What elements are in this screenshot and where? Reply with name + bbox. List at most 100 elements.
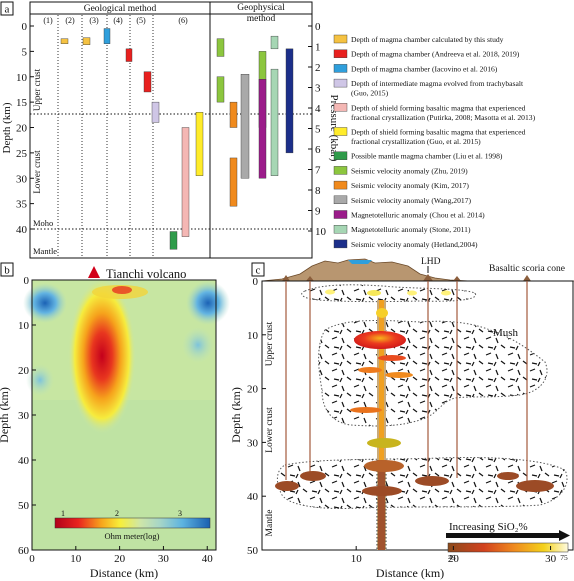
cone-icon-3: [423, 274, 433, 281]
c-xtick-label-30: 30: [545, 553, 557, 565]
panel-a-label-box: [0, 1, 14, 16]
column-label-1: (1): [43, 16, 53, 25]
c-ytick-label-20: 20: [247, 384, 259, 396]
legend-label-12: Magnetotelluric anomaly (Stone, 2011): [351, 225, 471, 234]
b-ytick-label-60: 60: [18, 545, 30, 557]
b-xtick-label-30: 30: [158, 553, 170, 565]
colorbar-tick-3: 3: [178, 509, 182, 518]
panel-c-label: c: [256, 265, 261, 277]
legend-swatch-10: [333, 195, 348, 205]
legend-label-13: Seismic velocity anomaly (Hetland,2004): [351, 240, 478, 249]
pressure-tick-label-2: 2: [315, 62, 321, 74]
legend-swatch-6: [333, 127, 348, 136]
pressure-tick-label-7: 7: [315, 165, 321, 177]
depth-bar-8: [195, 112, 204, 176]
legend-label-2: Depth of magma chamber (Andreeva et al. …: [351, 50, 520, 59]
pressure-tick-label-4: 4: [315, 103, 321, 115]
panel-a: a Geological method Geophysical method (…: [0, 1, 340, 259]
legend-label-3: Depth of magma chamber (Iacovino et al. …: [351, 64, 498, 73]
zone-c-lower-crust: Lower crust: [265, 407, 275, 453]
sill-2: [358, 367, 382, 373]
legend-label-6-line1: Depth of shield forming basaltic magma t…: [351, 128, 526, 137]
legend-label-9: Seismic velocity anomaly (Kim, 2017): [351, 181, 469, 190]
c-ytick-label-50: 50: [247, 545, 259, 557]
panel-c-frame: [261, 280, 574, 551]
legend-swatch-7: [333, 151, 348, 160]
chamber-moho-5: [497, 472, 519, 480]
depth-bar-3: [103, 28, 111, 44]
depth-bar-13: [229, 157, 238, 207]
chamber-main: [354, 331, 406, 349]
chamber-moho-6: [516, 480, 554, 492]
depth-bar-7: [181, 127, 190, 237]
c-ytick-label-10: 10: [247, 330, 259, 342]
mush-label: Mush: [493, 327, 519, 339]
lhd-label: LHD: [421, 257, 441, 267]
b-ytick-label-0: 0: [24, 275, 30, 287]
panel-b-title: Tianchi volcano: [106, 267, 186, 281]
depth-tick-label-a-20: 20: [16, 123, 28, 135]
pressure-axis-a: 0 1 2 3 4 5 6 7 8 9 10: [308, 21, 327, 238]
depth-tick-label-a-40: 40: [16, 224, 28, 236]
c-ytick-label-40: 40: [247, 491, 259, 503]
depth-tick-label-a-0: 0: [22, 21, 28, 33]
legend-label-4-line2: (Guo, 2015): [351, 89, 389, 98]
central-dike-lower: [378, 460, 385, 550]
panel-b-label: b: [4, 265, 10, 277]
panel-b-label-box: [0, 262, 14, 277]
panel-c-label-box: [251, 262, 265, 277]
column-label-2: (2): [65, 16, 75, 25]
sio2-scale: Increasing SiO₂% 45 75: [446, 521, 570, 562]
colorbar-tick-2: 2: [115, 509, 119, 518]
depth-bar-2: [82, 37, 91, 45]
pressure-tick-label-3: 3: [315, 83, 321, 95]
legend-swatch-13: [333, 239, 348, 249]
pressure-tick-label-1: 1: [315, 42, 321, 54]
column-dividers: [57, 15, 154, 258]
volcano-marker-icon: [88, 266, 100, 278]
legend-swatch-1: [333, 34, 348, 44]
chamber-mid: [367, 438, 401, 448]
central-dike: [379, 300, 384, 460]
depth-bar-4: [125, 48, 133, 62]
column-label-3: (3): [89, 16, 99, 25]
depth-tick-label-a-15: 15: [16, 97, 28, 109]
chamber-moho-3: [362, 486, 402, 496]
cone-icon-5: [523, 275, 531, 281]
legend-label-8: Seismic velocity anomaly (Zhu, 2019): [351, 166, 468, 175]
depth-axis-a-title: Depth (km): [1, 102, 13, 153]
legend-label-5-line1: Depth of shield forming basaltic magma t…: [351, 103, 526, 112]
c-xtick-label-10: 10: [351, 553, 363, 565]
chamber-shallow-1: [367, 290, 381, 296]
header-geological: Geological method: [84, 4, 157, 14]
zone-lower-crust: Lower crust: [32, 150, 42, 194]
legend-swatch-5: [333, 103, 348, 112]
zone-upper-crust: Upper crust: [32, 68, 42, 111]
sill-4: [350, 407, 382, 413]
depth-bar-19: [285, 48, 294, 154]
axes-b: 0 10 20 30 40 0 10 20 30 40 50 60: [18, 275, 213, 565]
chamber-lower-crust: [364, 460, 404, 472]
depth-tick-label-a-30: 30: [16, 173, 28, 185]
legend-label-1: Depth of magma chamber calculated by thi…: [351, 35, 504, 44]
pressure-tick-label-9: 9: [315, 206, 321, 218]
c-ytick-label-0: 0: [253, 276, 259, 288]
zone-mantle: Mantle: [33, 246, 57, 256]
b-xtick-label-10: 10: [70, 553, 82, 565]
legend-swatch-11: [333, 210, 348, 219]
resistivity-map: [23, 278, 230, 551]
legend-label-6-line2: fractional crystallization (Guo, et al. …: [351, 137, 481, 146]
depth-bar-6: [151, 101, 160, 123]
chamber-sill-small: [376, 308, 388, 318]
panel-b-xlabel: Distance (km): [90, 566, 158, 580]
column-label-6: (6): [178, 16, 188, 25]
sill-3: [385, 372, 413, 378]
b-ytick-label-30: 30: [18, 410, 30, 422]
c-xtick-label-20: 20: [448, 553, 460, 565]
depth-bars: [60, 28, 294, 250]
column-label-4: (4): [113, 16, 123, 25]
map-blue-left: [23, 283, 67, 323]
panel-b-ylabel: Depth (km): [0, 387, 11, 443]
legend-label-11: Magnetotelluric anomaly (Chou et al. 201…: [351, 211, 485, 220]
legend-label-5-line2: fractional crystallization (Putirka, 200…: [351, 113, 536, 122]
